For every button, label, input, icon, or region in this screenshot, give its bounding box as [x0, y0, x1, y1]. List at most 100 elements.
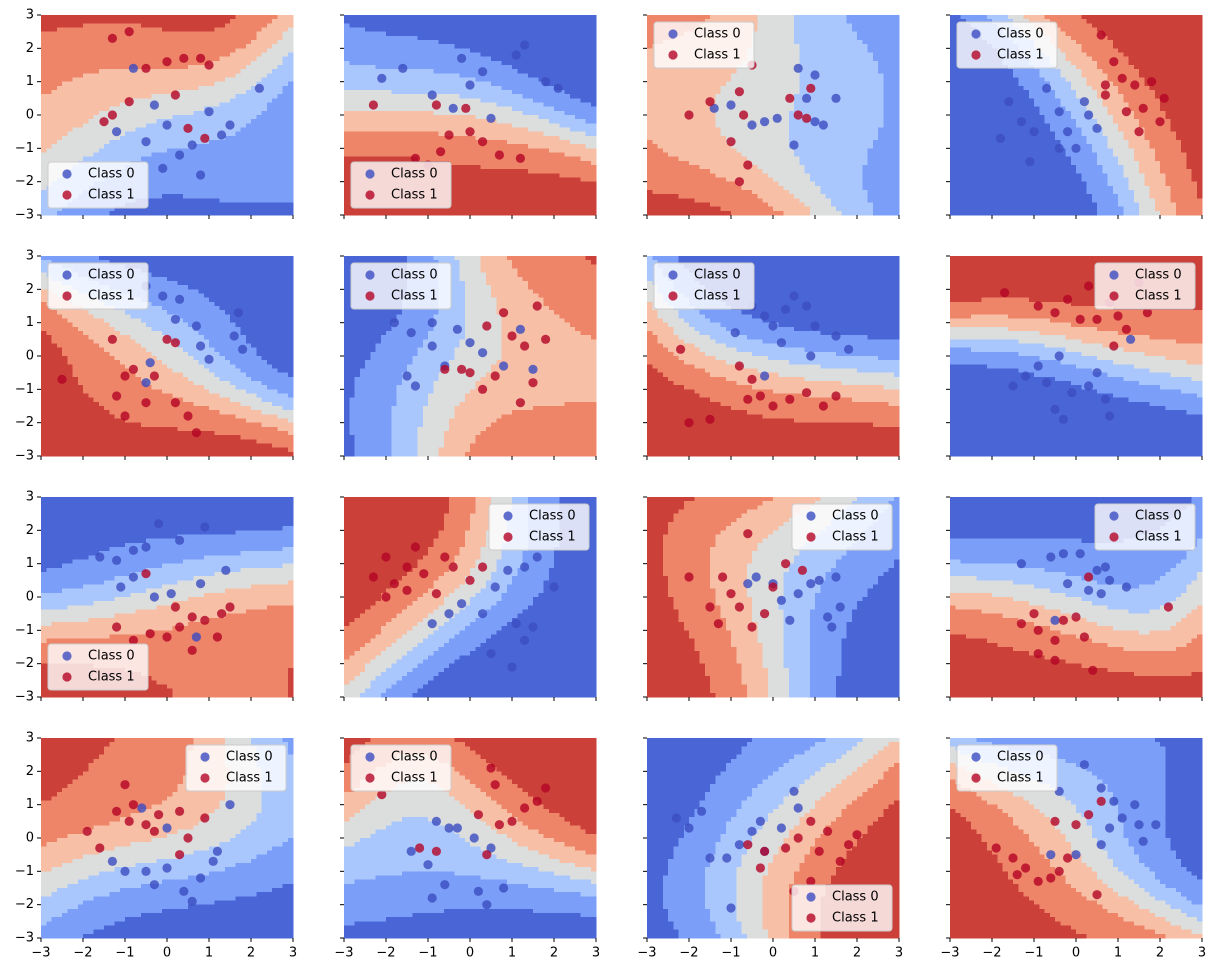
contour-cell: [241, 148, 247, 153]
contour-cell: [575, 15, 581, 20]
contour-cell: [580, 40, 586, 45]
contour-cell: [460, 115, 466, 120]
contour-cell: [444, 82, 450, 87]
contour-cell: [554, 165, 560, 170]
contour-cell: [360, 98, 366, 103]
point: [554, 84, 563, 93]
contour-cell: [586, 90, 592, 95]
contour-cell: [449, 40, 455, 45]
contour-cell: [386, 86, 392, 91]
contour-cell: [172, 165, 178, 170]
contour-cell: [370, 211, 376, 216]
contour-cell: [507, 115, 513, 120]
contour-cell: [570, 178, 576, 183]
contour-cell: [412, 148, 418, 153]
contour-cell: [486, 148, 492, 153]
contour-cell: [586, 165, 592, 170]
contour-cell: [465, 119, 471, 124]
contour-cell: [256, 15, 262, 20]
point: [204, 60, 213, 69]
contour-cell: [652, 165, 658, 170]
contour-cell: [225, 153, 231, 158]
contour-cell: [523, 23, 529, 28]
contour-cell: [157, 186, 163, 191]
contour-cell: [444, 36, 450, 41]
contour-cell: [115, 119, 121, 124]
contour-cell: [230, 178, 236, 183]
contour-cell: [465, 173, 471, 178]
contour-cell: [360, 107, 366, 112]
contour-cell: [344, 157, 350, 162]
contour-cell: [272, 132, 278, 137]
contour-cell: [465, 186, 471, 191]
contour-cell: [673, 132, 679, 137]
contour-cell: [486, 169, 492, 174]
contour-cell: [241, 90, 247, 95]
contour-cell: [167, 48, 173, 53]
contour-cell: [433, 211, 439, 216]
contour-cell: [559, 132, 565, 137]
contour-cell: [235, 140, 241, 145]
contour-cell: [407, 86, 413, 91]
contour-cell: [512, 186, 518, 191]
contour-cell: [204, 198, 210, 203]
contour-cell: [565, 165, 571, 170]
contour-cell: [517, 186, 523, 191]
contour-cell: [172, 19, 178, 24]
contour-cell: [512, 15, 518, 20]
contour-cell: [370, 132, 376, 137]
contour-cell: [402, 136, 408, 141]
contour-cell: [167, 111, 173, 116]
contour-cell: [652, 90, 658, 95]
contour-cell: [460, 123, 466, 128]
contour-cell: [193, 115, 199, 120]
contour-cell: [533, 182, 539, 187]
contour-cell: [486, 53, 492, 58]
contour-cell: [204, 203, 210, 208]
contour-cell: [386, 19, 392, 24]
contour-cell: [157, 82, 163, 87]
contour-cell: [439, 48, 445, 53]
contour-cell: [230, 15, 236, 20]
contour-cell: [538, 28, 544, 33]
contour-cell: [444, 98, 450, 103]
contour-cell: [246, 161, 252, 166]
contour-cell: [554, 211, 560, 216]
contour-cell: [120, 15, 126, 20]
contour-cell: [104, 61, 110, 66]
contour-cell: [565, 173, 571, 178]
contour-cell: [109, 144, 115, 149]
contour-cell: [235, 90, 241, 95]
contour-cell: [178, 107, 184, 112]
contour-cell: [533, 86, 539, 91]
contour-cell: [647, 90, 653, 95]
contour-cell: [538, 111, 544, 116]
contour-cell: [88, 140, 94, 145]
contour-cell: [283, 198, 289, 203]
contour-cell: [652, 211, 658, 216]
contour-cell: [570, 136, 576, 141]
contour-cell: [507, 65, 513, 70]
contour-cell: [136, 157, 142, 162]
contour-cell: [580, 165, 586, 170]
contour-cell: [246, 90, 252, 95]
contour-cell: [151, 198, 157, 203]
contour-cell: [486, 161, 492, 166]
contour-cell: [586, 73, 592, 78]
contour-cell: [533, 190, 539, 195]
contour-cell: [41, 128, 47, 133]
contour-cell: [235, 165, 241, 170]
contour-cell: [57, 65, 63, 70]
contour-cell: [220, 69, 226, 74]
contour-cell: [502, 82, 508, 87]
contour-cell: [220, 78, 226, 83]
point: [99, 117, 108, 126]
contour-cell: [349, 153, 355, 158]
contour-cell: [365, 36, 371, 41]
contour-cell: [407, 53, 413, 58]
contour-cell: [517, 36, 523, 41]
contour-cell: [41, 190, 47, 195]
contour-cell: [496, 32, 502, 37]
contour-cell: [423, 103, 429, 108]
contour-cell: [209, 165, 215, 170]
